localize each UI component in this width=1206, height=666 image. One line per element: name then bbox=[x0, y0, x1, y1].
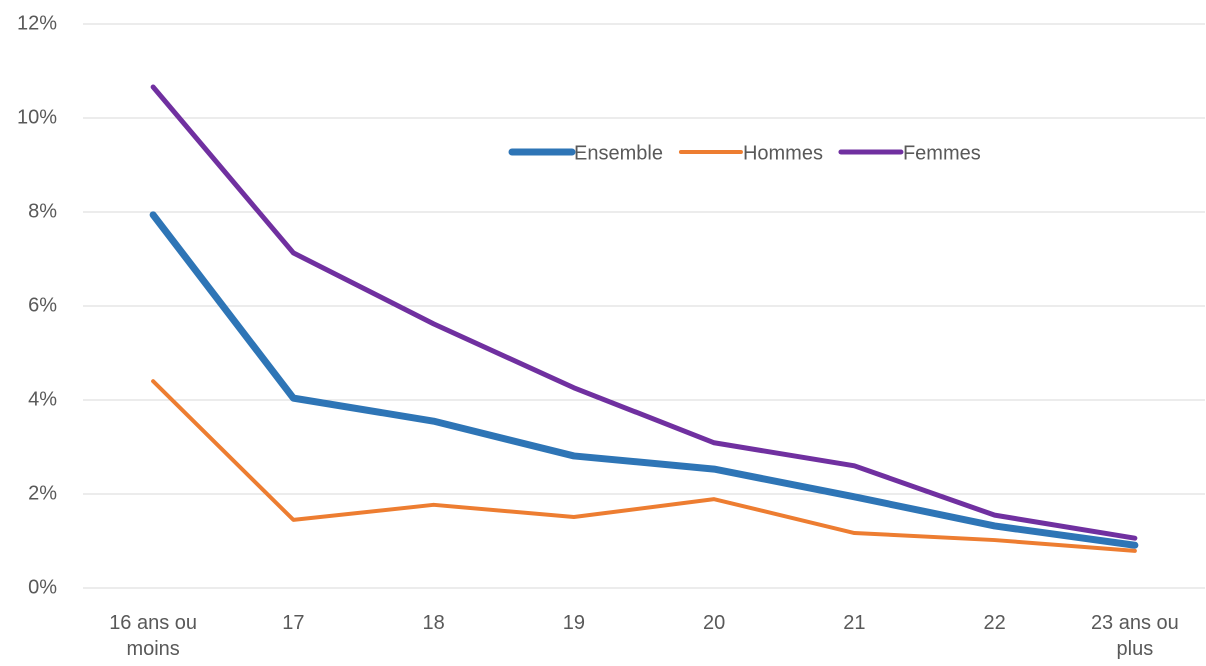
x-tick-label: 20 bbox=[703, 612, 726, 634]
x-tick-label: 16 ans ou moins bbox=[109, 612, 198, 660]
y-tick-label: 0% bbox=[28, 576, 57, 598]
x-tick-label: 22 bbox=[983, 612, 1006, 634]
series-line bbox=[151, 379, 1137, 553]
y-tick-label: 8% bbox=[28, 200, 57, 222]
x-tick-label: 21 bbox=[843, 612, 866, 634]
series-line bbox=[149, 211, 1139, 549]
y-tick-label: 2% bbox=[28, 482, 57, 504]
x-tick-label: 17 bbox=[282, 612, 305, 634]
y-tick-label: 12% bbox=[17, 12, 57, 34]
legend-label: Ensemble bbox=[574, 142, 663, 164]
y-tick-label: 10% bbox=[17, 106, 57, 128]
legend-label: Femmes bbox=[903, 142, 981, 164]
x-tick-label: 23 ans ou plus bbox=[1090, 612, 1179, 660]
y-tick-label: 6% bbox=[28, 294, 57, 316]
series-line bbox=[150, 84, 1138, 541]
x-tick-label: 18 bbox=[422, 612, 445, 634]
y-tick-label: 4% bbox=[28, 388, 57, 410]
x-tick-label: 19 bbox=[562, 612, 585, 634]
legend-label: Hommes bbox=[743, 142, 823, 164]
